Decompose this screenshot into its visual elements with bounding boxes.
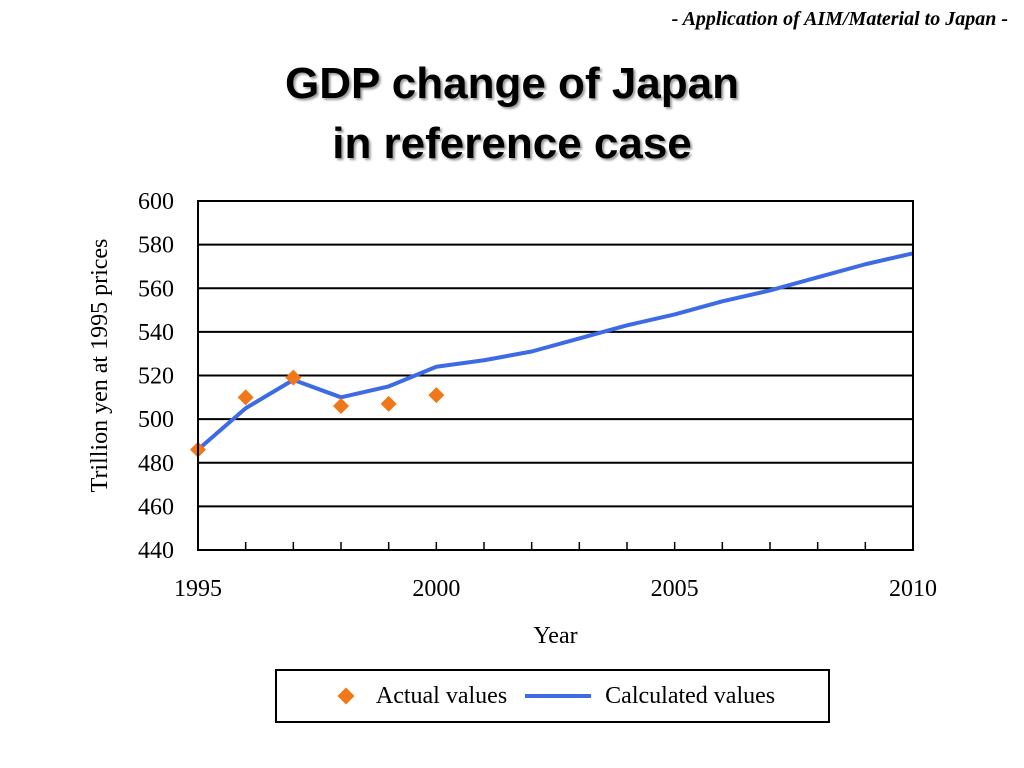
plot-area xyxy=(197,200,914,551)
legend: Actual values Calculated values xyxy=(275,669,830,723)
legend-label-calculated: Calculated values xyxy=(605,682,776,709)
series-line-calculated xyxy=(196,251,914,452)
y-tick-label: 520 xyxy=(138,364,174,390)
y-axis-label: Trillion yen at 1995 prices xyxy=(87,239,113,493)
grid-lines xyxy=(198,243,913,508)
x-tick-label: 2005 xyxy=(651,576,699,602)
y-tick-label: 460 xyxy=(138,494,174,520)
line-swatch-icon xyxy=(525,694,592,698)
chart-title-line2: in reference case xyxy=(332,119,692,168)
diamond-marker-icon xyxy=(337,687,355,705)
data-point-actual xyxy=(380,395,397,412)
header-note: - Application of AIM/Material to Japan - xyxy=(671,8,1008,30)
chart-title-line1: GDP change of Japan xyxy=(285,59,739,108)
y-tick-label: 440 xyxy=(138,538,174,564)
data-point-actual xyxy=(333,398,349,415)
gdp-chart: 440 460 480 500 520 540 560 580 600 1995 2000 2005 2… xyxy=(87,189,937,649)
series-layer xyxy=(190,251,914,458)
y-tick-label: 480 xyxy=(138,451,174,477)
y-tick-label: 600 xyxy=(138,189,174,215)
data-point-actual xyxy=(237,389,254,406)
y-tick-label: 540 xyxy=(138,320,174,346)
axis-ticks: 440 460 480 500 520 540 560 580 600 1995 2000 2005 2… xyxy=(138,189,937,602)
y-tick-label: 580 xyxy=(138,233,174,259)
x-axis-label: Year xyxy=(533,623,577,649)
chart-title: GDP change of Japan in reference case xyxy=(0,54,1024,174)
legend-label-actual: Actual values xyxy=(375,682,508,709)
legend-item-actual: Actual values xyxy=(330,683,507,710)
data-point-actual xyxy=(428,387,445,404)
y-tick-label: 560 xyxy=(138,276,174,302)
x-tick-label: 2000 xyxy=(412,576,460,602)
y-tick-label: 500 xyxy=(138,407,174,433)
data-point-actual xyxy=(285,369,302,386)
x-tick-label: 1995 xyxy=(174,576,222,602)
x-tick-label: 2010 xyxy=(889,576,937,602)
legend-item-calculated: Calculated values xyxy=(525,683,775,710)
